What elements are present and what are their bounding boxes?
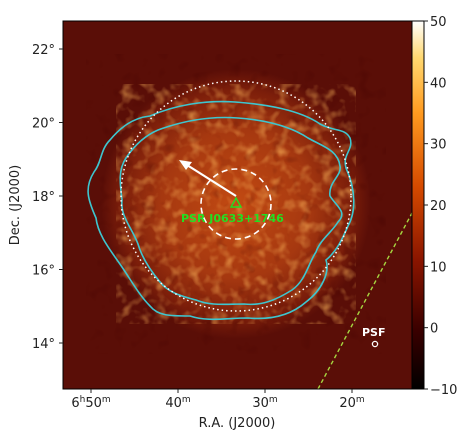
colorbar — [411, 20, 425, 390]
galactic-plane-line — [317, 212, 412, 389]
y-axis-title: Dec. (J2000) — [8, 165, 23, 245]
colorbar-tick-label: −10 — [430, 383, 457, 398]
colorbar-tick-label: 30 — [430, 138, 447, 153]
x-tick-label: 30m — [252, 395, 277, 411]
y-tick-label: 18° — [32, 190, 55, 205]
y-tick-label: 22° — [32, 43, 55, 58]
colorbar-tick-label: 50 — [430, 15, 447, 30]
psf-label: PSF — [362, 326, 386, 339]
pulsar-label: PSR J0633+1746 — [181, 212, 284, 225]
outer-contour — [87, 100, 355, 321]
intensity-map — [63, 21, 412, 389]
inner-contour — [119, 116, 343, 306]
proper-motion-arrow — [179, 160, 237, 197]
colorbar-tick-label: 0 — [430, 322, 438, 337]
pulsar-triangle-marker — [229, 196, 243, 208]
psf-circle — [371, 340, 379, 348]
colorbar-tick-label: 10 — [430, 260, 447, 275]
outer-dotted-circle — [120, 80, 352, 312]
y-tick-label: 20° — [32, 117, 55, 132]
x-axis-title: R.A. (J2000) — [199, 416, 276, 431]
x-tick-label: 6h50m — [71, 395, 110, 411]
colorbar-tick-label: 20 — [430, 199, 447, 214]
colorbar-tick-label: 40 — [430, 76, 447, 91]
cyan-contours — [87, 100, 355, 321]
x-tick-label: 40m — [165, 395, 190, 411]
y-tick-label: 16° — [32, 264, 55, 279]
y-tick-label: 14° — [32, 337, 55, 352]
x-tick-label: 20m — [339, 395, 364, 411]
inner-dashed-circle — [200, 168, 272, 240]
